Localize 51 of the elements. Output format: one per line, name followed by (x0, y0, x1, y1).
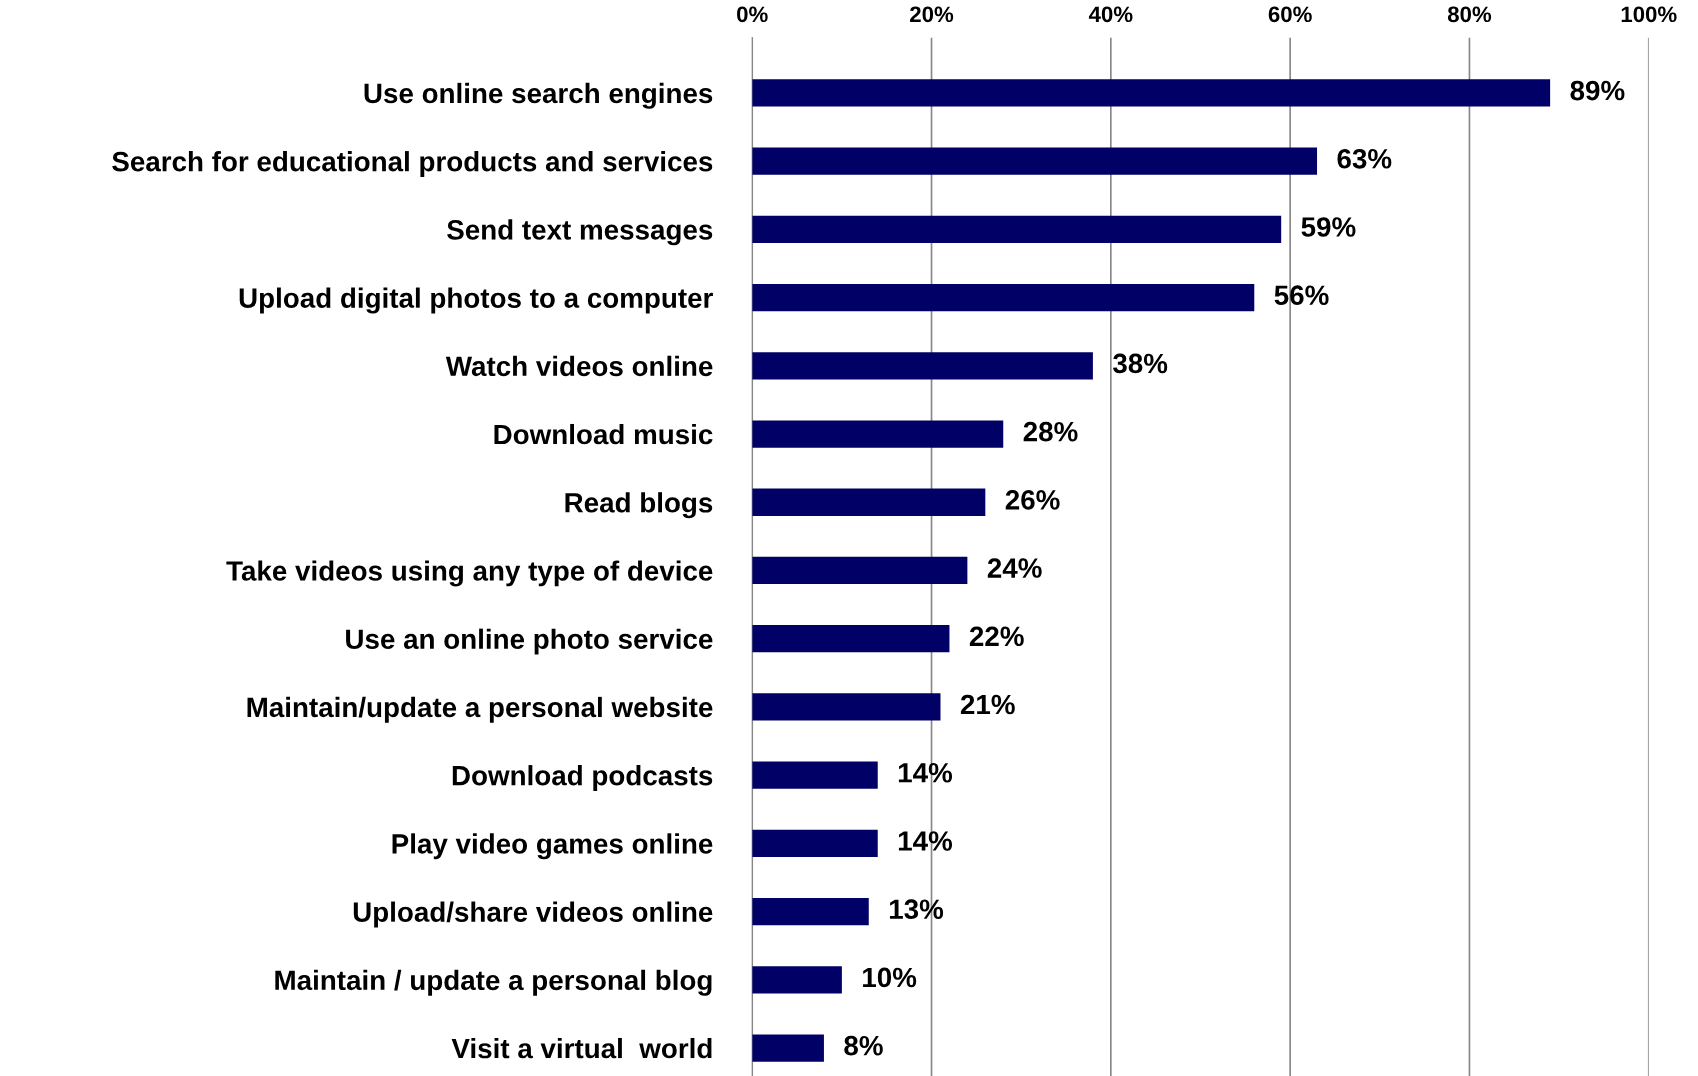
bar (752, 897, 869, 926)
data-label: 21% (960, 694, 1015, 715)
bar (752, 420, 1004, 448)
data-label: 10% (863, 967, 917, 988)
data-label: 13% (889, 899, 944, 920)
data-label: 22% (969, 626, 1024, 647)
y-tick-label: Play video games online (392, 833, 713, 860)
data-label: 26% (1005, 490, 1060, 510)
bar (752, 761, 878, 789)
x-tick-label: 40% (1088, 6, 1133, 23)
data-label: 14% (898, 831, 953, 851)
x-tick-label: 100% (1621, 6, 1677, 23)
bar (752, 556, 968, 585)
x-tick-label: 20% (910, 6, 954, 23)
x-tick-label: 0% (737, 6, 768, 23)
bar (752, 488, 986, 516)
y-tick-label: Maintain/update a personal website (247, 696, 713, 723)
bar (752, 693, 941, 721)
bar (752, 215, 1282, 244)
y-tick-label: Watch videos online (445, 355, 713, 377)
data-label: 89% (1570, 80, 1625, 101)
x-tick-label: 60% (1268, 6, 1312, 23)
bar (752, 625, 950, 653)
bar (752, 79, 1551, 107)
y-tick-label: Take videos using any type of device (226, 560, 713, 587)
y-tick-label: Download podcasts (452, 765, 713, 791)
y-tick-label: Use online search engines (364, 82, 713, 109)
bar (752, 966, 842, 994)
y-tick-label: Send text messages (447, 219, 713, 246)
bar (752, 1034, 824, 1062)
y-tick-label: Upload/share videos online (353, 901, 713, 928)
y-tick-label: Read blogs (565, 492, 713, 519)
data-label: 38% (1112, 353, 1168, 374)
bar (752, 283, 1255, 312)
y-tick-label: Maintain / update a personal blog (275, 969, 712, 996)
bar (752, 352, 1093, 380)
y-tick-label: Search for educational products and services (112, 151, 713, 177)
bar (752, 829, 878, 858)
y-tick-label: Download music (494, 423, 713, 445)
y-tick-label: Visit a virtual world (451, 1037, 712, 1059)
data-label: 63% (1337, 148, 1392, 169)
x-tick-label: 80% (1447, 6, 1492, 23)
data-label: 24% (987, 558, 1042, 578)
y-tick-label: Upload digital photos to a computer (239, 287, 713, 314)
data-label: 28% (1023, 421, 1078, 442)
y-tick-label: Use an online photo service (346, 628, 713, 655)
data-label: 59% (1301, 217, 1356, 237)
data-label: 8% (844, 1035, 883, 1056)
data-label: 56% (1274, 285, 1329, 306)
bar (752, 147, 1318, 175)
data-label: 14% (898, 763, 953, 783)
